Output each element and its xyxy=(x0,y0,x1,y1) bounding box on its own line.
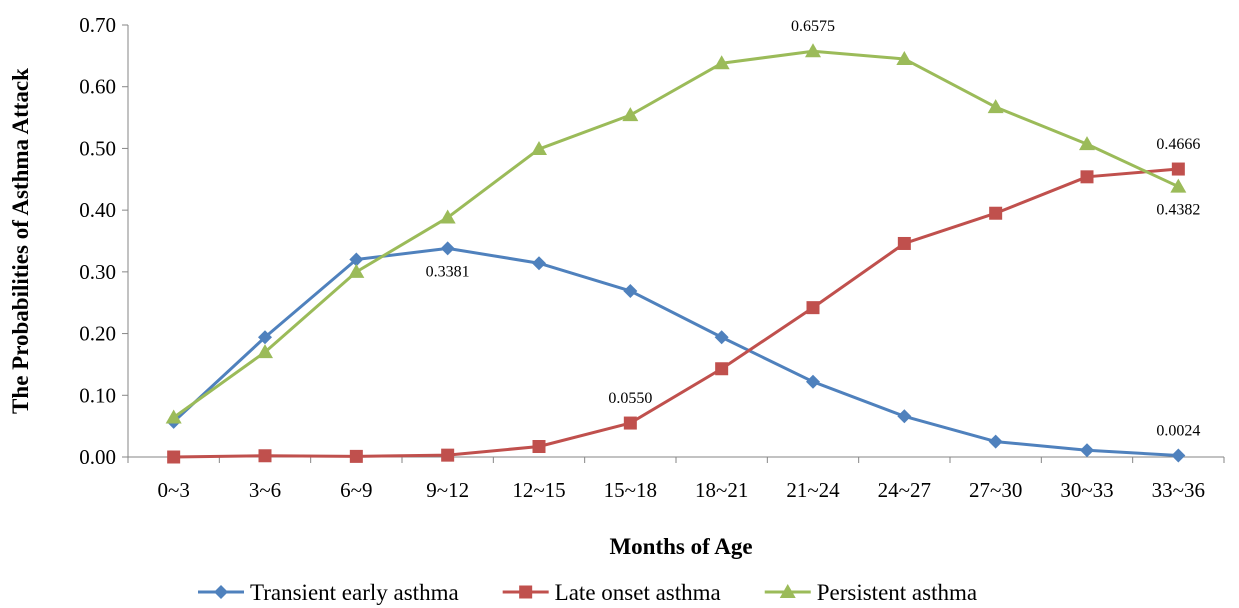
legend-item-late-onset-asthma: Late onset asthma xyxy=(502,580,721,605)
x-tick-label: 12~15 xyxy=(512,478,565,502)
series-persistent-asthma xyxy=(165,43,1187,424)
y-tick-label: 0.40 xyxy=(79,198,116,222)
legend-marker xyxy=(779,584,796,598)
y-tick-label: 0.50 xyxy=(79,136,116,160)
data-point xyxy=(1171,162,1185,176)
data-point xyxy=(715,362,729,376)
x-tick-label: 18~21 xyxy=(695,478,748,502)
data-point xyxy=(713,55,730,70)
data-point xyxy=(441,448,455,462)
chart-legend: Transient early asthma Late onset asthma P… xyxy=(198,580,977,605)
data-point xyxy=(806,301,820,315)
data-point xyxy=(532,440,546,454)
x-tick-label: 33~36 xyxy=(1152,478,1205,502)
data-point xyxy=(1080,170,1094,184)
data-label: 0.0550 xyxy=(608,390,652,407)
legend-item-persistent-asthma: Persistent asthma xyxy=(764,580,977,605)
data-point xyxy=(167,450,181,464)
data-point xyxy=(987,99,1004,114)
data-point xyxy=(258,330,272,345)
x-tick-label: 9~12 xyxy=(426,478,469,502)
y-tick-label: 0.70 xyxy=(79,13,116,37)
data-point xyxy=(806,374,820,389)
data-point xyxy=(896,50,913,65)
x-tick-label: 21~24 xyxy=(786,478,840,502)
x-tick-label: 24~27 xyxy=(878,478,931,502)
data-point xyxy=(440,241,455,256)
x-tick-label: 27~30 xyxy=(969,478,1022,502)
data-point xyxy=(897,236,911,250)
legend-marker xyxy=(214,585,228,599)
series-line xyxy=(172,246,1179,458)
data-point xyxy=(714,330,729,345)
y-tick-label: 0.10 xyxy=(79,383,116,407)
legend-label: Late onset asthma xyxy=(555,580,721,605)
x-axis-title: Months of Age xyxy=(609,534,752,559)
x-tick-label: 0~3 xyxy=(157,478,189,502)
legend-label: Transient early asthma xyxy=(250,580,459,605)
data-label: 0.4382 xyxy=(1156,202,1200,219)
data-point xyxy=(532,256,546,271)
data-label: 0.0024 xyxy=(1156,423,1200,440)
series-line xyxy=(173,167,1179,459)
data-label: 0.3381 xyxy=(426,263,470,280)
data-point xyxy=(348,263,365,278)
data-point xyxy=(897,409,912,424)
data-point xyxy=(1079,136,1095,151)
data-point xyxy=(989,206,1003,220)
data-point xyxy=(439,209,456,224)
data-point xyxy=(258,449,272,463)
data-point xyxy=(988,434,1003,449)
data-point xyxy=(1170,178,1187,193)
x-tick-label: 15~18 xyxy=(604,478,657,502)
chart-axes: 0.00 0.10 0.20 0.30 0.40 0.50 0.60 0.70 0~3 3~6 6~… xyxy=(79,13,1225,502)
data-labels: 0.3381 0.0024 0.0550 0.4666 0.6575 0.4382 xyxy=(426,18,1201,439)
data-point xyxy=(805,43,821,58)
data-point xyxy=(257,344,273,359)
x-tick-label: 30~33 xyxy=(1060,478,1113,502)
data-point xyxy=(165,409,182,424)
data-label: 0.6575 xyxy=(791,18,835,35)
data-point xyxy=(531,141,547,156)
data-point xyxy=(1080,443,1094,458)
data-point xyxy=(1171,448,1186,463)
data-point xyxy=(349,449,363,463)
y-tick-label: 0.20 xyxy=(79,322,116,346)
legend-label: Persistent asthma xyxy=(817,580,977,605)
x-tick-label: 3~6 xyxy=(249,478,281,502)
y-axis-title: The Probabilities of Asthma Attack xyxy=(8,68,33,414)
data-point xyxy=(623,283,638,298)
data-label: 0.4666 xyxy=(1156,136,1200,153)
chart-series xyxy=(165,43,1187,464)
y-tick-label: 0.00 xyxy=(79,445,116,469)
series-line xyxy=(172,49,1179,419)
y-tick-label: 0.30 xyxy=(79,260,116,284)
series-transient-early-asthma xyxy=(166,241,1186,463)
x-tick-label: 6~9 xyxy=(340,478,372,502)
legend-item-transient-early-asthma: Transient early asthma xyxy=(198,580,459,605)
data-point xyxy=(623,416,637,430)
data-point xyxy=(622,107,639,122)
legend-marker xyxy=(519,585,533,599)
series-late-onset-asthma xyxy=(167,162,1185,464)
data-point xyxy=(349,252,364,267)
y-tick-label: 0.60 xyxy=(79,75,116,99)
